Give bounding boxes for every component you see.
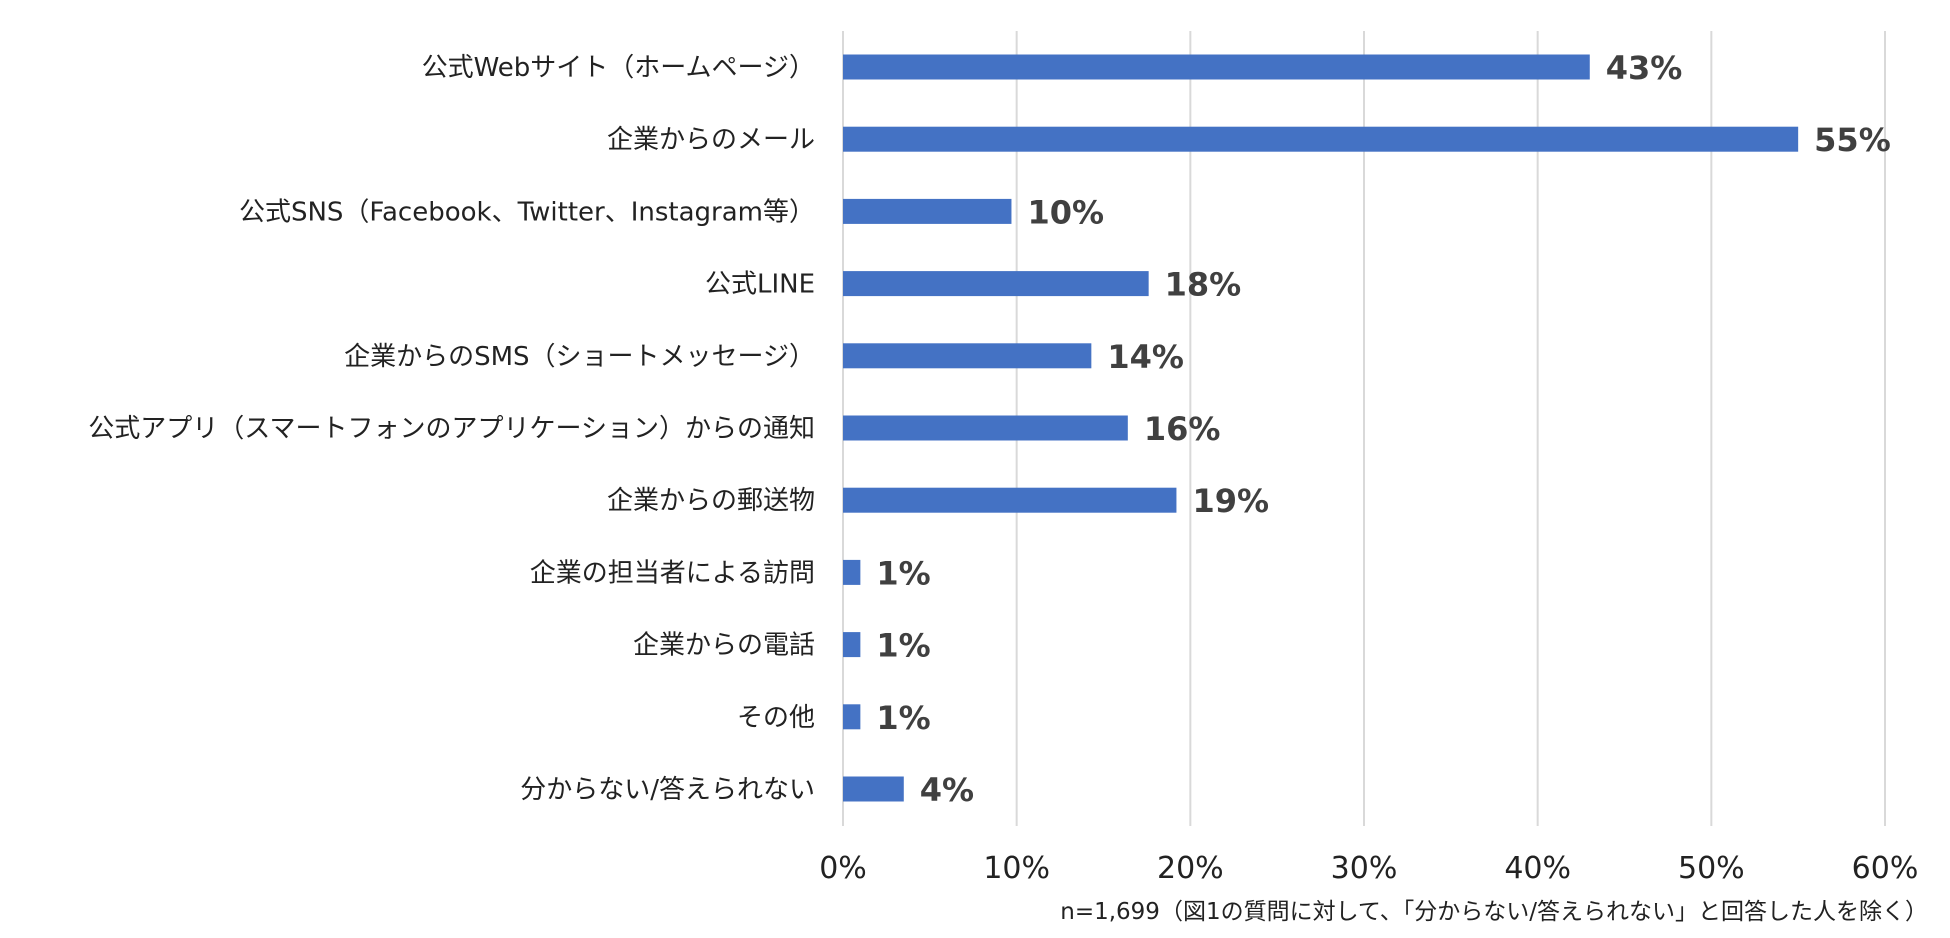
bar xyxy=(843,198,1012,224)
value-label: 14% xyxy=(1107,338,1184,376)
bar xyxy=(843,776,904,802)
category-label: その他 xyxy=(737,703,815,733)
x-tick-label: 10% xyxy=(983,851,1050,886)
value-label: 10% xyxy=(1027,193,1104,231)
bar xyxy=(843,632,861,658)
bar xyxy=(843,704,861,730)
bar xyxy=(843,343,1092,369)
x-tick-label: 50% xyxy=(1678,851,1745,886)
x-tick-label: 30% xyxy=(1331,851,1398,886)
category-label: 企業からの電話 xyxy=(633,631,815,661)
x-tick-label: 20% xyxy=(1157,851,1224,886)
value-label: 1% xyxy=(876,699,930,737)
value-label: 16% xyxy=(1144,410,1221,448)
category-label: 公式アプリ（スマートフォンのアプリケーション）からの通知 xyxy=(88,414,815,444)
value-label: 1% xyxy=(876,554,930,592)
x-tick-label: 60% xyxy=(1852,851,1919,886)
x-tick-label: 0% xyxy=(819,851,867,886)
category-label: 公式Webサイト（ホームページ） xyxy=(422,53,815,83)
bar xyxy=(843,487,1177,513)
category-label: 企業からの郵送物 xyxy=(607,486,815,516)
value-label: 4% xyxy=(920,771,974,809)
bar xyxy=(843,271,1149,297)
bar xyxy=(843,126,1799,152)
value-label: 19% xyxy=(1192,482,1269,520)
footnote: n=1,699（図1の質問に対して、「分からない/答えられない」と回答した人を除… xyxy=(1060,899,1928,925)
value-label: 55% xyxy=(1814,121,1891,159)
category-label: 企業の担当者による訪問 xyxy=(530,558,815,588)
category-label: 企業からのSMS（ショートメッセージ） xyxy=(344,342,815,372)
x-tick-label: 40% xyxy=(1504,851,1571,886)
category-label: 公式SNS（Facebook、Twitter、Instagram等） xyxy=(239,197,815,227)
bar xyxy=(843,559,861,585)
category-label: 公式LINE xyxy=(705,270,815,300)
category-label: 分からない/答えられない xyxy=(520,775,815,805)
category-label: 企業からのメール xyxy=(607,125,815,155)
bar xyxy=(843,54,1590,80)
bar xyxy=(843,415,1128,441)
value-label: 43% xyxy=(1606,49,1683,87)
value-label: 18% xyxy=(1165,266,1242,304)
value-label: 1% xyxy=(876,627,930,665)
